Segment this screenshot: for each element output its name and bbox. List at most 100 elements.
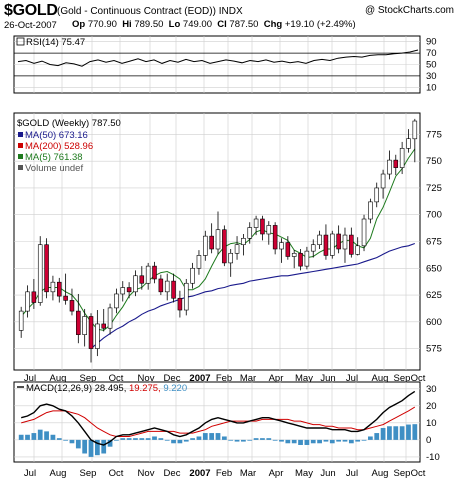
macd-histogram-bar — [342, 439, 348, 442]
macd-histogram-bar — [133, 438, 138, 440]
macd-panel-tick-label: 30 — [426, 384, 437, 395]
price-panel-tick-label: 750 — [426, 156, 442, 167]
macd-histogram-bar — [253, 438, 259, 440]
candle-body — [183, 282, 189, 311]
candle-body — [18, 310, 24, 331]
rsi-legend-label: RSI(14) 75.47 — [26, 37, 85, 48]
candle-body — [368, 201, 373, 220]
price-legend-swatch — [18, 154, 23, 159]
macd-histogram-bar — [114, 439, 119, 441]
price-panel-tick-label: 775 — [426, 129, 442, 140]
price-x-label: Oct — [109, 373, 124, 384]
macd-histogram-bar — [183, 439, 189, 442]
macd-histogram-bar — [37, 429, 43, 440]
macd-histogram-bar — [260, 438, 265, 440]
macd-legend-value: MACD(12,26,9) — [26, 383, 95, 394]
candle-body — [266, 225, 272, 235]
macd-x-label: Aug — [372, 468, 389, 479]
candle-body — [228, 252, 233, 264]
macd-histogram-bar — [406, 424, 411, 440]
macd-x-label: May — [295, 468, 313, 479]
macd-histogram-bar — [152, 436, 157, 440]
candle-body — [126, 287, 132, 293]
macd-histogram-bar — [399, 426, 405, 440]
candle-body — [37, 244, 43, 303]
macd-histogram-bar — [234, 439, 240, 442]
price-panel-tick-label: 625 — [426, 290, 442, 301]
rsi-tick-label: 10 — [426, 82, 437, 93]
macd-histogram-bar — [177, 439, 183, 444]
candle-body — [101, 323, 106, 329]
price-x-label: Oct — [411, 373, 426, 384]
candle-body — [31, 291, 37, 303]
macd-x-label: Aug — [50, 468, 67, 479]
candle-body — [209, 235, 214, 250]
candle-body — [412, 120, 418, 140]
candle-body — [393, 159, 399, 168]
candle-body — [380, 173, 386, 189]
macd-signal-line — [21, 406, 416, 437]
candle-body — [330, 233, 335, 256]
candle-body — [133, 275, 138, 293]
macd-histogram-bar — [31, 433, 37, 440]
price-x-label: Apr — [269, 373, 284, 384]
macd-histogram-bar — [374, 433, 380, 440]
macd-histogram-bar — [107, 439, 113, 447]
price-x-label: Jul — [346, 373, 358, 384]
macd-histogram-bar — [139, 438, 145, 440]
candle-body — [285, 242, 291, 257]
quote-date: 26-Oct-2007 — [4, 20, 57, 31]
macd-line — [21, 390, 416, 446]
price-legend-title: $GOLD (Weekly) 787.50 — [17, 118, 121, 129]
rsi-line — [17, 49, 419, 67]
macd-histogram-bar — [44, 431, 49, 440]
macd-panel-tick-label: 0 — [426, 435, 431, 446]
price-x-label: Sep — [80, 373, 97, 384]
candle-body — [361, 218, 367, 247]
candle-body — [203, 235, 208, 256]
candle-body — [25, 291, 30, 312]
macd-legend-value: 19.275, — [129, 383, 163, 394]
macd-panel-tick-label: 10 — [426, 418, 437, 429]
macd-x-label: Sep — [80, 468, 97, 479]
candle-body — [145, 265, 151, 284]
ma50-line — [90, 242, 415, 350]
macd-histogram-bar — [228, 439, 234, 441]
macd-histogram-bar — [145, 438, 151, 440]
macd-histogram-bar — [171, 439, 176, 444]
price-legend-swatch — [18, 165, 23, 170]
macd-histogram-bar — [202, 433, 208, 440]
candle-body — [63, 295, 68, 301]
price-legend-swatch — [18, 132, 23, 137]
candle-body — [139, 275, 145, 284]
price-x-label: Jul — [24, 373, 36, 384]
candle-body — [310, 244, 316, 252]
macd-histogram-bar — [82, 439, 88, 454]
candle-body — [317, 234, 322, 246]
macd-histogram-bar — [158, 438, 164, 440]
macd-histogram-bar — [94, 439, 100, 456]
macd-histogram-bar — [393, 426, 399, 440]
price-x-label: Nov — [138, 373, 155, 384]
candle-body — [57, 281, 62, 297]
macd-x-label: Dec — [164, 468, 181, 479]
rsi-tick-label: 70 — [426, 48, 437, 59]
macd-x-label: Mar — [240, 468, 256, 479]
chart-instrument-name: (Gold - Continuous Contract (EOD)) INDX — [57, 6, 243, 17]
macd-x-label: Feb — [216, 468, 232, 479]
macd-x-label: 2007 — [189, 468, 210, 479]
macd-x-label: Nov — [138, 468, 155, 479]
price-panel-tick-label: 600 — [426, 317, 442, 328]
macd-histogram-bar — [285, 439, 291, 444]
candle-body — [291, 252, 297, 257]
candle-body — [158, 278, 164, 293]
candle-body — [253, 218, 259, 228]
macd-histogram-bar — [298, 439, 303, 445]
macd-histogram-bar — [336, 439, 342, 442]
candle-body — [222, 229, 227, 264]
candle-body — [399, 148, 405, 168]
candle-body — [120, 287, 126, 295]
price-x-label: Jun — [320, 373, 335, 384]
price-x-label: Sep — [394, 373, 411, 384]
candle-body — [323, 234, 329, 256]
